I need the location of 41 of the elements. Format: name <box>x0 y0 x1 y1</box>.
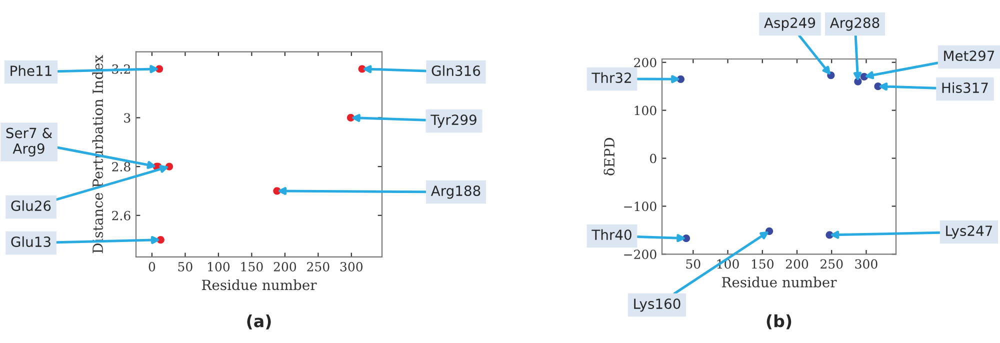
y-axis-title: Distance Perturbation Index <box>92 55 104 254</box>
x-tick-label: 150 <box>752 259 774 269</box>
x-tick-label: 300 <box>340 262 363 272</box>
y-tick-label: 2.8 <box>112 162 130 172</box>
text: (a) <box>247 314 271 330</box>
annotation: Lys247 <box>946 226 992 239</box>
y-tick-label: 200 <box>634 58 656 68</box>
x-axis-title: Residue number <box>202 279 317 290</box>
annotation: Gln316 <box>432 65 480 76</box>
annotation: Lys160 <box>634 298 680 312</box>
y-tick-label: −100 <box>624 202 656 212</box>
annotation: Asp249 <box>764 18 816 31</box>
x-tick-label: 250 <box>820 259 843 269</box>
x-tick-label: 50 <box>178 262 192 272</box>
y-tick-label: 100 <box>634 106 656 116</box>
x-tick-label: 200 <box>274 262 296 272</box>
annotation: Arg288 <box>830 18 880 31</box>
y-tick-label: 2.6 <box>112 210 130 220</box>
annotation: His317 <box>942 82 988 94</box>
text: (b) <box>766 314 792 330</box>
annotation: Ser7 & Arg9 <box>6 128 52 156</box>
annotation: Thr40 <box>592 229 632 240</box>
annotation: Phe11 <box>10 65 52 76</box>
y-tick-label: 3 <box>124 113 130 123</box>
x-tick-label: 300 <box>855 259 878 269</box>
x-tick-label: 250 <box>307 262 330 272</box>
x-tick-label: 150 <box>241 262 263 272</box>
x-axis-title: Residue number <box>722 276 837 288</box>
annotation: Arg188 <box>430 186 480 199</box>
annotation: Glu26 <box>11 200 51 212</box>
annotation: Thr32 <box>592 72 631 84</box>
annotation: Tyr299 <box>430 114 476 128</box>
x-tick-label: 200 <box>786 259 808 269</box>
x-tick-label: 50 <box>686 259 700 269</box>
annotation: Met297 <box>944 50 994 62</box>
annotation: Glu13 <box>11 236 50 248</box>
x-tick-label: 100 <box>208 262 230 272</box>
x-tick-label: 0 <box>148 262 156 272</box>
y-axis-title: δEPD <box>604 138 615 176</box>
y-tick-label: 0 <box>650 154 656 164</box>
y-tick-label: −200 <box>624 250 656 260</box>
